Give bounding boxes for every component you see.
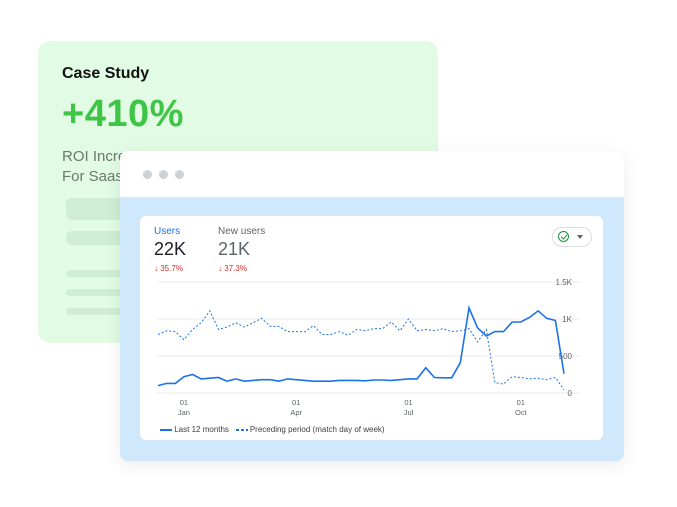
metric-delta-users: ↓ 35.7% — [154, 264, 183, 273]
check-circle-icon — [558, 231, 569, 242]
x-tick-month-label: Oct — [515, 408, 528, 417]
metric-delta-new-users: ↓ 37.3% — [218, 264, 247, 273]
y-tick-label: 1.5K — [556, 278, 573, 287]
window-dot-icon — [159, 170, 168, 179]
placeholder-line — [66, 270, 146, 277]
metric-value-users: 22K — [154, 239, 187, 259]
series-line-last-12-months — [157, 305, 565, 387]
metric-label-new-users[interactable]: New users — [218, 226, 266, 237]
case-study-subtitle-line2: For Saas — [62, 168, 123, 185]
y-tick-label: 0 — [568, 389, 573, 398]
arrow-down-icon: ↓ — [154, 264, 158, 273]
caret-down-icon — [577, 235, 583, 239]
window-dot-icon — [175, 170, 184, 179]
browser-window: Users 22K ↓ 35.7% New users 21K ↓ 37.3% … — [120, 151, 624, 461]
legend-solid-line-icon — [160, 428, 172, 431]
placeholder-line — [66, 308, 146, 315]
analytics-panel: Users 22K ↓ 35.7% New users 21K ↓ 37.3% … — [140, 216, 603, 440]
window-titlebar — [120, 151, 624, 198]
metric-delta-users-value: 35.7% — [160, 264, 183, 273]
metric-value-new-users: 21K — [218, 239, 251, 259]
x-tick-month-label: Jan — [178, 408, 190, 417]
x-tick-day-label: 01 — [180, 398, 188, 407]
legend-dashed-line-icon — [235, 428, 248, 431]
case-study-subtitle: ROI Incre For Saas — [62, 147, 132, 187]
case-study-title: Case Study — [62, 65, 150, 82]
x-tick-month-label: Jul — [404, 408, 414, 417]
x-tick-month-label: Apr — [290, 408, 302, 417]
case-study-subtitle-line1: ROI Incre — [62, 148, 127, 165]
metric-label-users[interactable]: Users — [154, 226, 181, 237]
legend-label-last-12-months: Last 12 months — [174, 425, 229, 434]
legend-label-preceding-period: Preceding period (match day of week) — [249, 425, 385, 434]
status-dropdown-button[interactable] — [552, 227, 592, 247]
x-tick-day-label: 01 — [292, 398, 300, 407]
x-tick-day-label: 01 — [517, 398, 525, 407]
series-line-preceding-period — [157, 309, 565, 390]
metric-delta-new-users-value: 37.3% — [224, 264, 247, 273]
y-tick-label: 500 — [559, 352, 573, 361]
roi-metric: +410% — [62, 93, 184, 135]
x-tick-day-label: 01 — [404, 398, 412, 407]
y-tick-label: 1K — [562, 315, 572, 324]
arrow-down-icon: ↓ — [218, 264, 222, 273]
placeholder-line — [66, 289, 146, 296]
window-dot-icon — [143, 170, 152, 179]
chart-legend: Last 12 months Preceding period (match d… — [160, 425, 385, 434]
